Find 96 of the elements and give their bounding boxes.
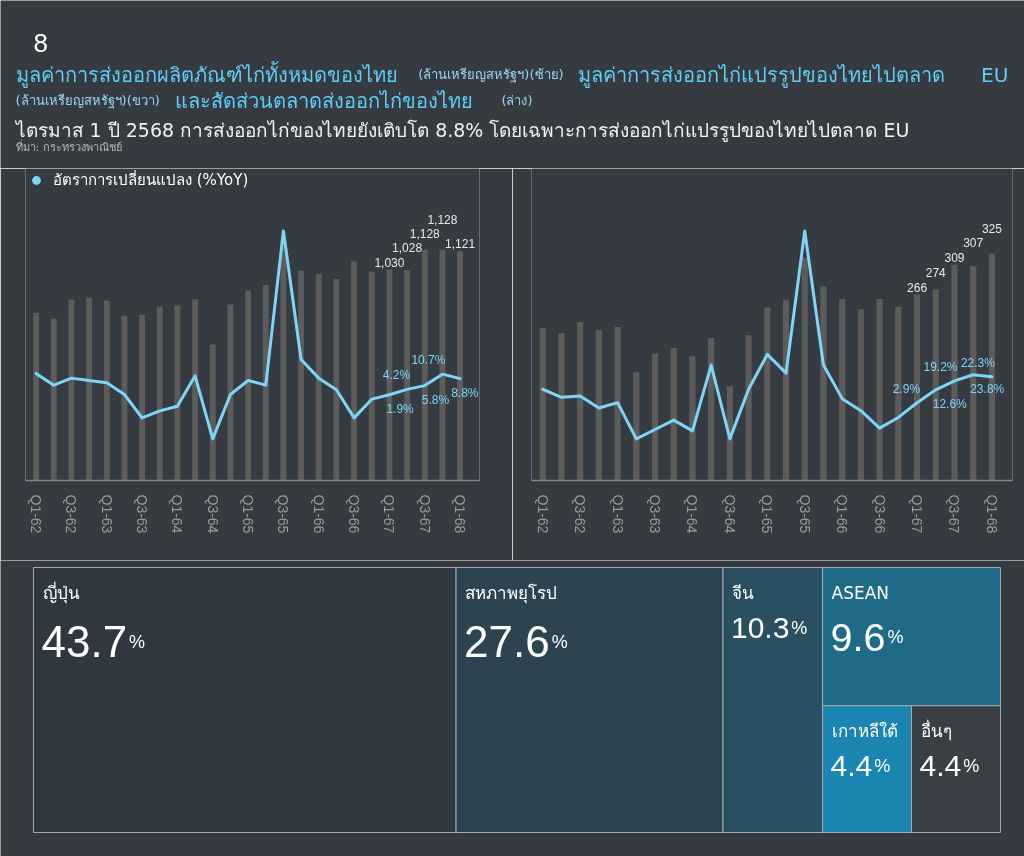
data-label: 1,028 <box>392 241 423 256</box>
category-label: จีน <box>731 582 754 603</box>
bar <box>280 241 287 481</box>
x-tick-label: Q1-68 <box>452 494 469 534</box>
x-tick-label: Q3-63 <box>647 494 664 534</box>
category-label: สหภาพยุโรป <box>465 582 558 604</box>
bar <box>577 322 584 481</box>
chart-subtitle: ไตรมาส 1 ปี 2568 การส่งออกไก่ของไทยยังเติบโต 8.8% โดยเฉพาะการส่งออกไก่แปรรูปของไทยไปตลาด EU <box>13 118 910 142</box>
data-label: 1,128 <box>427 212 458 227</box>
x-tick-label: Q1-66 <box>834 494 851 534</box>
x-tick-label: Q1-65 <box>759 494 776 534</box>
bar <box>764 307 771 481</box>
data-label: 1,128 <box>409 226 441 241</box>
data-label: 4.4% <box>830 748 891 782</box>
category-label: ASEAN <box>831 582 890 603</box>
data-label: 274 <box>925 266 947 281</box>
x-tick-label: Q3-62 <box>572 494 589 534</box>
x-tick-label: Q1-68 <box>983 494 1000 534</box>
bar <box>745 335 752 481</box>
data-label: 23.8% <box>970 381 1005 396</box>
text: 8 <box>33 27 48 58</box>
x-tick-label: Q1-62 <box>28 494 45 534</box>
x-tick-label: Q3-65 <box>796 494 813 534</box>
category-label: เกาหลีใต้ <box>831 720 898 741</box>
x-tick-label: Q1-65 <box>240 494 257 534</box>
x-tick-label: Q1-64 <box>169 494 186 534</box>
x-tick-label: Q1-66 <box>310 494 327 534</box>
x-tick-label: Q1-67 <box>909 494 926 534</box>
data-label: 1,121 <box>445 237 476 252</box>
data-label: 1.9% <box>386 401 415 416</box>
category-label: ญี่ปุ่น <box>42 580 80 604</box>
data-label: 266 <box>907 280 928 295</box>
bar <box>333 278 340 481</box>
bar <box>368 271 375 481</box>
x-tick-label: Q3-67 <box>416 494 433 534</box>
bar <box>33 312 40 481</box>
x-tick-label: Q1-64 <box>684 494 701 534</box>
bar <box>839 299 846 481</box>
bar <box>558 333 565 481</box>
bar <box>539 328 546 481</box>
data-label: 27.6% <box>464 617 568 666</box>
x-tick-label: Q1-62 <box>534 494 551 534</box>
bar <box>876 299 883 481</box>
bar <box>595 329 602 481</box>
data-label: 43.7% <box>41 617 146 666</box>
x-tick-label: Q3-64 <box>721 494 738 534</box>
x-tick-label: Q1-63 <box>609 494 626 534</box>
data-label: 10.7% <box>411 353 446 368</box>
bar <box>245 290 251 481</box>
bar <box>298 270 304 481</box>
bar <box>351 261 357 481</box>
data-label: 19.2% <box>923 359 958 374</box>
bar <box>50 318 57 481</box>
data-label: 8.8% <box>451 385 479 400</box>
bar <box>209 344 216 481</box>
legend-label: อัตราการเปลี่ยนแปลง (%YoY) <box>53 169 249 191</box>
x-tick-label: Q3-63 <box>134 494 151 534</box>
x-tick-label: Q3-66 <box>871 494 888 534</box>
data-label: 5.8% <box>421 392 450 407</box>
bar <box>633 372 640 481</box>
x-tick-label: Q3-62 <box>63 494 80 534</box>
data-label: 307 <box>963 236 984 251</box>
bar <box>614 326 621 481</box>
bar <box>857 309 864 481</box>
data-label: 10.3% <box>730 610 808 644</box>
bar <box>262 285 269 481</box>
bar <box>192 299 198 481</box>
bar <box>156 306 163 481</box>
bar <box>651 353 659 481</box>
x-tick-label: Q3-66 <box>346 494 363 534</box>
x-tick-label: Q1-63 <box>98 494 115 534</box>
bar <box>801 257 808 481</box>
chart-title: มูลค่าการส่งออกผลิตภัณฑ์ไก่ทั้งหมดของไทย (ล้านเหรียญสหรัฐฯ)(ซ้าย) มูลค่าการส่งออกไก่แปรรูปของไทยไปตลาด EU (ล้านเหรียญสหรัฐฯ)(ขวา) และสัดส่วนตลาดส่งออกไก่ของไทย (ล่าง) <box>15 62 1009 113</box>
bar <box>708 338 715 481</box>
data-label: 1,030 <box>374 255 405 270</box>
category-label: อื่นๆ <box>920 718 952 741</box>
data-label: 325 <box>981 221 1003 236</box>
bar <box>670 347 677 481</box>
data-label: 12.6% <box>932 396 968 411</box>
data-label: 22.3% <box>960 355 996 370</box>
data-label: 2.9% <box>892 381 921 396</box>
data-label: 309 <box>944 250 965 265</box>
bar <box>139 314 146 481</box>
bar <box>820 286 827 481</box>
bar <box>103 300 110 481</box>
data-label: 4.2% <box>382 368 411 383</box>
bar <box>86 297 93 481</box>
x-tick-label: Q3-64 <box>204 494 221 534</box>
bar <box>315 273 322 481</box>
x-tick-label: Q3-67 <box>946 494 963 534</box>
x-tick-label: Q1-67 <box>381 494 398 534</box>
data-label: 9.6% <box>830 614 904 659</box>
text: ที่มา: กระทรวงพาณิชย์ <box>15 139 122 154</box>
x-tick-label: Q3-65 <box>275 494 292 534</box>
data-label: 4.4% <box>919 748 980 782</box>
bar <box>689 356 696 481</box>
